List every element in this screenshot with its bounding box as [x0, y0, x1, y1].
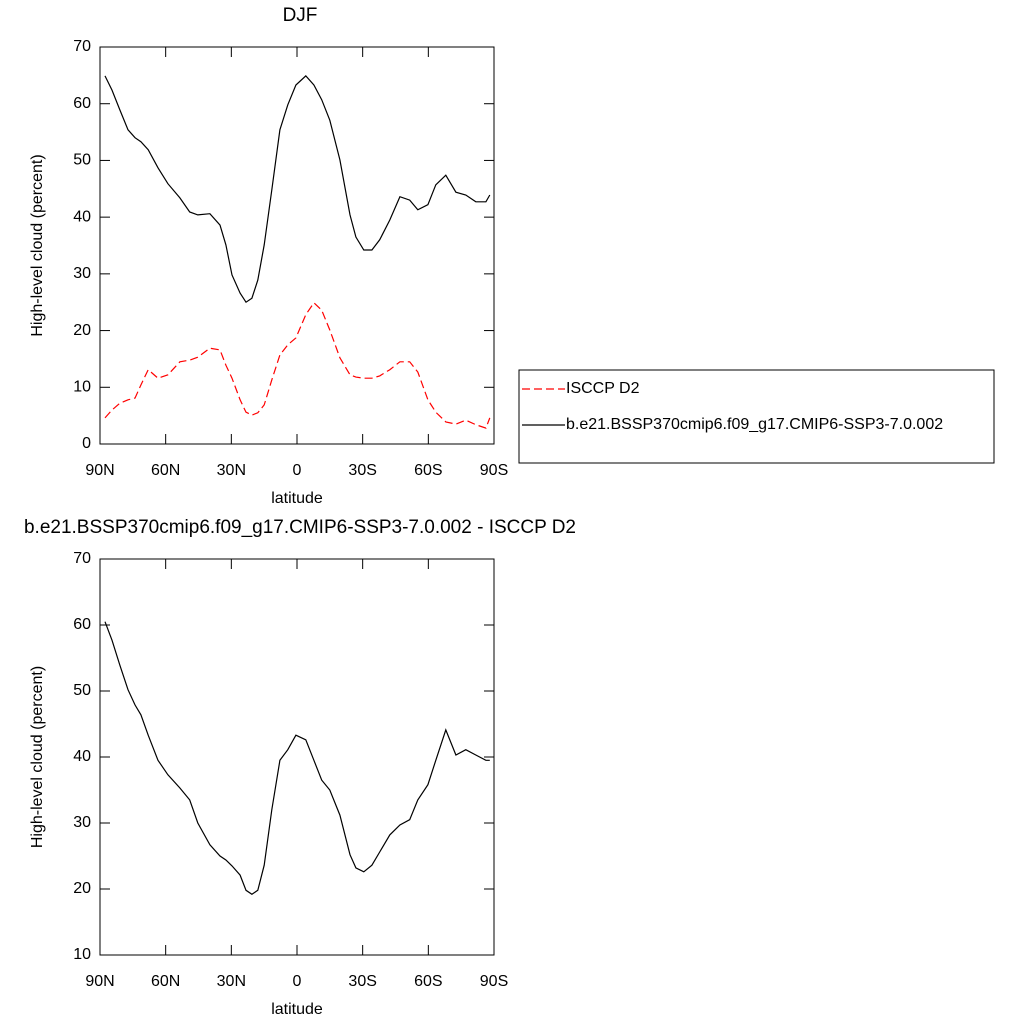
data-line [104, 301, 491, 429]
x-tick-label: 60S [414, 462, 442, 479]
y-tick-label: 40 [73, 208, 91, 225]
legend-box [518, 369, 995, 464]
x-tick-label: 60N [151, 462, 180, 479]
y-tick-label: 50 [73, 152, 91, 169]
x-axis-label: latitude [271, 1001, 323, 1018]
y-tick-label: 10 [73, 946, 91, 963]
y-tick-label: 40 [73, 748, 91, 765]
y-tick-label: 30 [73, 814, 91, 831]
legend-label: ISCCP D2 [566, 380, 640, 397]
x-tick-label: 0 [293, 462, 302, 479]
y-tick-label: 60 [73, 95, 91, 112]
x-tick-label: 90S [480, 462, 508, 479]
y-tick-label: 0 [82, 435, 91, 452]
legend-label: b.e21.BSSP370cmip6.f09_g17.CMIP6-SSP3-7.… [566, 416, 943, 433]
chart-title: b.e21.BSSP370cmip6.f09_g17.CMIP6-SSP3-7.… [24, 517, 576, 538]
chart-title: DJF [283, 5, 318, 26]
x-tick-label: 0 [293, 973, 302, 990]
data-line [104, 75, 491, 304]
x-tick-label: 30S [348, 462, 376, 479]
y-tick-label: 20 [73, 880, 91, 897]
plot-frame [99, 46, 495, 445]
x-tick-label: 60N [151, 973, 180, 990]
y-tick-label: 70 [73, 550, 91, 567]
y-tick-label: 70 [73, 38, 91, 55]
x-tick-label: 60S [414, 973, 442, 990]
x-tick-label: 30N [217, 973, 246, 990]
data-line [104, 621, 490, 896]
y-tick-label: 50 [73, 682, 91, 699]
x-tick-label: 90S [480, 973, 508, 990]
y-tick-label: 20 [73, 322, 91, 339]
x-tick-label: 90N [85, 973, 114, 990]
x-tick-label: 90N [85, 462, 114, 479]
y-tick-label: 60 [73, 616, 91, 633]
plot-frame [99, 558, 495, 956]
y-tick-label: 10 [73, 379, 91, 396]
y-tick-label: 30 [73, 265, 91, 282]
x-tick-label: 30S [348, 973, 376, 990]
y-axis-label: High-level cloud (percent) [29, 154, 46, 336]
y-axis-label: High-level cloud (percent) [29, 666, 46, 848]
x-tick-label: 30N [217, 462, 246, 479]
x-axis-label: latitude [271, 490, 323, 507]
